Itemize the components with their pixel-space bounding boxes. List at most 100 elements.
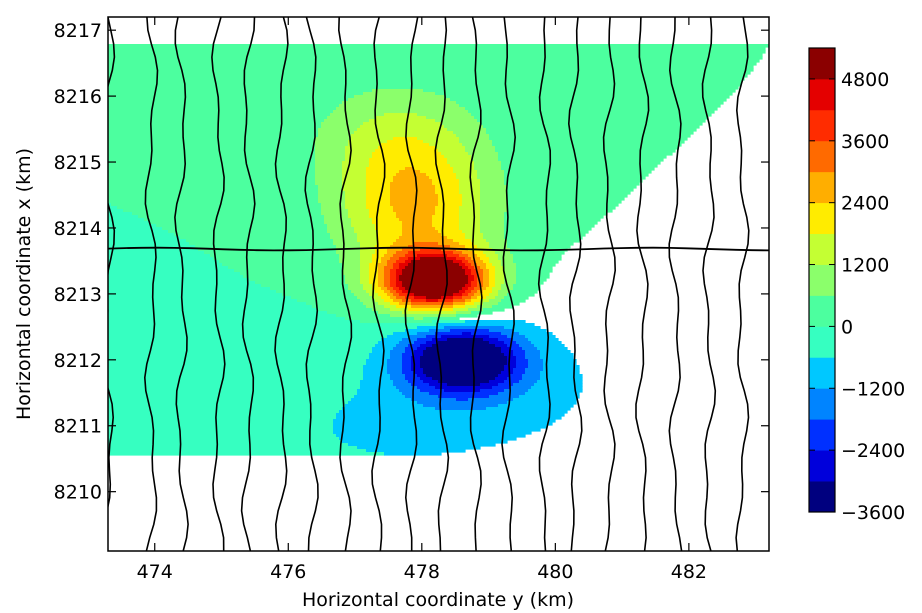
- contour-cell: [342, 173, 367, 177]
- contour-cell: [513, 257, 562, 261]
- contour-cell: [459, 140, 493, 144]
- contour-cell: [489, 278, 496, 282]
- contour-cell: [447, 161, 475, 165]
- contour-cell: [414, 317, 424, 321]
- contour-cell: [504, 296, 529, 300]
- contour-cell: [459, 263, 466, 267]
- y-tick-label: 8210: [54, 482, 102, 504]
- contour-cell: [492, 287, 502, 291]
- contour-cell: [441, 248, 457, 252]
- contour-cell: [387, 335, 409, 339]
- contour-cell: [429, 329, 451, 333]
- contour-cell: [315, 179, 343, 183]
- contour-cell: [507, 401, 577, 405]
- profile-line: [211, 17, 226, 551]
- contour-cell: [408, 335, 427, 339]
- profile-line: [567, 17, 583, 551]
- contour-cell: [417, 401, 508, 405]
- contour-cell: [504, 179, 643, 183]
- contour-cell: [477, 254, 487, 258]
- contour-cell: [513, 284, 541, 288]
- contour-cell: [522, 377, 541, 381]
- contour-cell: [108, 341, 379, 345]
- contour-cell: [480, 200, 508, 204]
- contour-cell: [366, 305, 385, 309]
- contour-cell: [453, 299, 466, 303]
- contour-cell: [390, 284, 397, 288]
- contour-cell: [345, 281, 361, 285]
- contour-cell: [420, 257, 445, 261]
- contour-cell: [510, 386, 532, 390]
- contour-cell: [342, 188, 367, 192]
- contour-cell: [351, 134, 457, 138]
- contour-cell: [108, 302, 307, 306]
- y-tick-label: 8215: [54, 152, 102, 174]
- contour-cell: [321, 125, 361, 129]
- contour-cell: [336, 314, 391, 318]
- contour-cell: [348, 284, 364, 288]
- contour-cell: [372, 221, 403, 225]
- contour-cell: [504, 176, 646, 180]
- contour-cell: [471, 113, 712, 117]
- contour-cell: [108, 425, 334, 429]
- contour-cell: [429, 176, 457, 180]
- contour-cell: [378, 281, 385, 285]
- contour-cell: [366, 197, 391, 201]
- contour-cell: [459, 182, 481, 186]
- contour-cell: [468, 152, 499, 156]
- contour-cell: [441, 296, 454, 300]
- contour-cell: [393, 299, 403, 303]
- contour-cell: [108, 362, 367, 366]
- contour-cell: [465, 263, 472, 267]
- contour-cell: [426, 299, 439, 303]
- contour-cell: [108, 305, 313, 309]
- contour-cell: [513, 287, 541, 291]
- contour-cell: [333, 110, 469, 114]
- contour-cell: [396, 296, 406, 300]
- colorbar-band: [809, 326, 835, 358]
- contour-cell: [369, 269, 379, 273]
- contour-cell: [315, 146, 346, 150]
- contour-cell: [372, 347, 394, 351]
- contour-cell: [477, 275, 484, 279]
- contour-cell: [108, 89, 373, 93]
- contour-cell: [108, 284, 262, 288]
- colorbar-band: [809, 202, 835, 234]
- contour-cell: [108, 206, 118, 210]
- contour-cell: [525, 350, 541, 354]
- contour-cell: [411, 299, 427, 303]
- contour-cell: [462, 266, 469, 270]
- contour-cell: [213, 257, 340, 261]
- contour-cell: [390, 200, 439, 204]
- contour-cell: [420, 356, 508, 360]
- contour-cell: [360, 383, 394, 387]
- x-axis: 474 476 478 480 482: [137, 17, 707, 583]
- contour-cell: [369, 275, 379, 279]
- contour-cell: [474, 242, 490, 246]
- contour-cell: [354, 230, 379, 234]
- contour-cell: [438, 230, 463, 234]
- contour-cell: [330, 113, 385, 117]
- contour-cell: [108, 122, 322, 126]
- contour-cell: [495, 296, 505, 300]
- contour-cell: [390, 257, 400, 261]
- contour-cell: [369, 215, 397, 219]
- contour-cell: [471, 158, 499, 162]
- contour-cell: [108, 365, 364, 369]
- contour-cell: [108, 236, 181, 240]
- contour-cell: [333, 239, 358, 243]
- contour-cell: [108, 191, 319, 195]
- contour-cell: [456, 398, 469, 402]
- contour-cell: [462, 194, 481, 198]
- contour-cell: [480, 266, 487, 270]
- y-tick-label: 8217: [54, 20, 102, 42]
- contour-cell: [108, 53, 763, 57]
- contour-cell: [486, 254, 499, 258]
- contour-cell: [411, 368, 424, 372]
- contour-cell: [432, 320, 466, 324]
- contour-cell: [342, 179, 367, 183]
- contour-cell: [351, 218, 373, 222]
- contour-cell: [342, 266, 361, 270]
- contour-cell: [519, 332, 553, 336]
